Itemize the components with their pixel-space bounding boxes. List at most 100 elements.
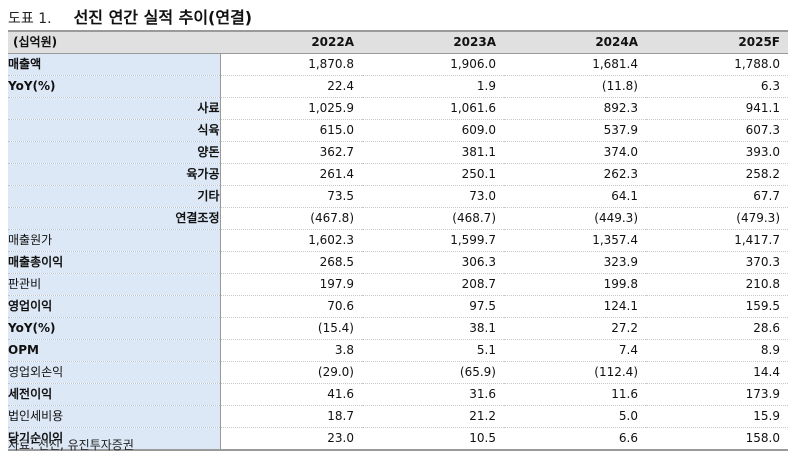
table-cell: 10.5 [362, 427, 504, 451]
table-cell: 22.4 [220, 75, 362, 98]
table-cell: 1,681.4 [504, 53, 646, 76]
table-row: 판관비 197.9 208.7 199.8 210.8 [8, 273, 788, 296]
column-header: 2022A [220, 30, 362, 54]
header-row: (십억원) 2022A 2023A 2024A 2025F [8, 30, 788, 54]
table-cell: (15.4) [220, 317, 362, 340]
table-row: 당기순이익 23.0 10.5 6.6 158.0 [8, 427, 788, 451]
table-cell: 362.7 [220, 141, 362, 164]
table-cell: 1,061.6 [362, 97, 504, 120]
table-cell: (467.8) [220, 207, 362, 230]
table-cell: 5.1 [362, 339, 504, 362]
table-row: OPM 3.8 5.1 7.4 8.9 [8, 339, 788, 362]
table-cell: 159.5 [646, 295, 788, 318]
table-cell: (65.9) [362, 361, 504, 384]
table-cell: 6.6 [504, 427, 646, 451]
table-body: 매출액 1,870.8 1,906.0 1,681.4 1,788.0 YoY(%) 22.… [8, 53, 788, 451]
table-cell: 393.0 [646, 141, 788, 164]
table-cell: (449.3) [504, 207, 646, 230]
table-row: 양돈 362.7 381.1 374.0 393.0 [8, 141, 788, 164]
table-cell: 8.9 [646, 339, 788, 362]
table-cell: 1.9 [362, 75, 504, 98]
table-cell: 941.1 [646, 97, 788, 120]
row-label: YoY(%) [8, 75, 221, 98]
table-row: 법인세비용 18.7 21.2 5.0 15.9 [8, 405, 788, 428]
table-cell: 1,599.7 [362, 229, 504, 252]
table-cell: 323.9 [504, 251, 646, 274]
table-cell: 11.6 [504, 383, 646, 406]
table-row: 연결조정 (467.8) (468.7) (449.3) (479.3) [8, 207, 788, 230]
table-cell: 28.6 [646, 317, 788, 340]
row-label: 육가공 [8, 163, 221, 186]
table-cell: 23.0 [220, 427, 362, 451]
unit-label: (십억원) [8, 30, 220, 54]
table-cell: 1,906.0 [362, 53, 504, 76]
column-header: 2025F [646, 30, 788, 54]
table-cell: 14.4 [646, 361, 788, 384]
table-row: 기타 73.5 73.0 64.1 67.7 [8, 185, 788, 208]
table-cell: 1,025.9 [220, 97, 362, 120]
table-cell: 3.8 [220, 339, 362, 362]
table-row: 매출액 1,870.8 1,906.0 1,681.4 1,788.0 [8, 53, 788, 76]
table-cell: 38.1 [362, 317, 504, 340]
table-cell: 64.1 [504, 185, 646, 208]
source-note: 자료: 선진, 유진투자증권 [8, 438, 134, 452]
table-cell: 258.2 [646, 163, 788, 186]
table-row: YoY(%) (15.4) 38.1 27.2 28.6 [8, 317, 788, 340]
table-cell: 250.1 [362, 163, 504, 186]
column-header: 2024A [504, 30, 646, 54]
table-cell: 1,417.7 [646, 229, 788, 252]
table-cell: 210.8 [646, 273, 788, 296]
table-cell: 27.2 [504, 317, 646, 340]
table-cell: 208.7 [362, 273, 504, 296]
table-cell: 31.6 [362, 383, 504, 406]
table-cell: 41.6 [220, 383, 362, 406]
table-cell: 370.3 [646, 251, 788, 274]
table-cell: 381.1 [362, 141, 504, 164]
table-cell: 268.5 [220, 251, 362, 274]
table-row: 매출원가 1,602.3 1,599.7 1,357.4 1,417.7 [8, 229, 788, 252]
row-label: 영업외손익 [8, 361, 221, 384]
table-cell: 18.7 [220, 405, 362, 428]
financial-table: (십억원) 2022A 2023A 2024A 2025F 매출액 1,870.8… [8, 30, 788, 451]
row-label: 매출총이익 [8, 251, 221, 274]
table-cell: 607.3 [646, 119, 788, 142]
table-cell: 892.3 [504, 97, 646, 120]
table-row: 세전이익 41.6 31.6 11.6 173.9 [8, 383, 788, 406]
table-cell: 199.8 [504, 273, 646, 296]
table-cell: 306.3 [362, 251, 504, 274]
table-cell: 374.0 [504, 141, 646, 164]
column-header: 2023A [362, 30, 504, 54]
row-label: 매출원가 [8, 229, 221, 252]
row-label: 연결조정 [8, 207, 221, 230]
table-cell: (112.4) [504, 361, 646, 384]
table-row: 영업이익 70.6 97.5 124.1 159.5 [8, 295, 788, 318]
table-cell: (468.7) [362, 207, 504, 230]
row-label: 기타 [8, 185, 221, 208]
row-label: 사료 [8, 97, 221, 120]
table-cell: 5.0 [504, 405, 646, 428]
row-label: OPM [8, 339, 221, 362]
row-label: 세전이익 [8, 383, 221, 406]
row-label: 식육 [8, 119, 221, 142]
figure-caption: 선진 연간 실적 추이(연결) [73, 8, 253, 27]
table-cell: 262.3 [504, 163, 646, 186]
table-cell: 197.9 [220, 273, 362, 296]
table-row: 식육 615.0 609.0 537.9 607.3 [8, 119, 788, 142]
table-cell: 1,788.0 [646, 53, 788, 76]
table-cell: 73.5 [220, 185, 362, 208]
table-cell: 21.2 [362, 405, 504, 428]
table-cell: 15.9 [646, 405, 788, 428]
table-cell: 158.0 [646, 427, 788, 451]
table-cell: 67.7 [646, 185, 788, 208]
row-label: YoY(%) [8, 317, 221, 340]
figure-number: 도표 1. [8, 11, 52, 27]
row-label: 법인세비용 [8, 405, 221, 428]
table-cell: 1,357.4 [504, 229, 646, 252]
table-cell: 70.6 [220, 295, 362, 318]
table-cell: 1,870.8 [220, 53, 362, 76]
table-cell: 261.4 [220, 163, 362, 186]
row-label: 당기순이익 [8, 427, 221, 451]
row-label: 양돈 [8, 141, 221, 164]
table-cell: 173.9 [646, 383, 788, 406]
table-row: YoY(%) 22.4 1.9 (11.8) 6.3 [8, 75, 788, 98]
